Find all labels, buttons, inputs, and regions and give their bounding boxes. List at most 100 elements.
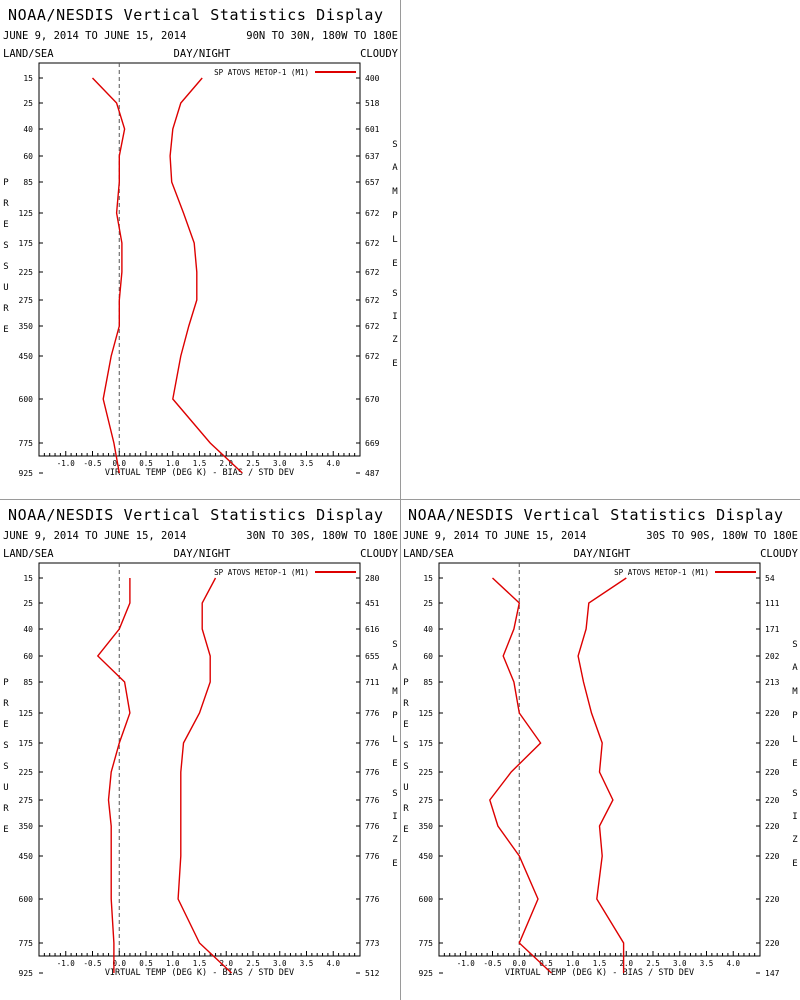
sample-size-label: 147 xyxy=(765,969,780,978)
sample-size-label: 171 xyxy=(765,625,780,634)
right-axis-label-letter: S xyxy=(792,640,797,650)
y-axis-label-letter: S xyxy=(3,241,8,251)
sample-size-label: 711 xyxy=(365,678,380,687)
right-axis-label-letter: E xyxy=(392,359,397,369)
pressure-tick-label: 275 xyxy=(419,796,434,805)
pressure-tick-label: 40 xyxy=(23,125,33,134)
pressure-tick-label: 350 xyxy=(19,322,34,331)
right-axis-label-letter: Z xyxy=(792,835,798,845)
right-axis-label-letter: E xyxy=(392,759,397,769)
x-tick-label: 3.5 xyxy=(700,959,714,968)
y-axis-label-letter: R xyxy=(403,699,409,709)
pressure-tick-label: 60 xyxy=(23,652,33,661)
day-night-label: DAY/NIGHT xyxy=(174,548,232,560)
right-axis-label-letter: A xyxy=(792,663,798,673)
sample-size-label: 400 xyxy=(365,74,380,83)
bias-line xyxy=(96,578,131,973)
pressure-tick-label: 450 xyxy=(19,352,34,361)
sample-size-label: 220 xyxy=(765,739,780,748)
date-range: JUNE 9, 2014 TO JUNE 15, 2014 xyxy=(403,530,586,542)
region-label: 30N TO 30S, 180W TO 180E xyxy=(246,530,398,542)
pressure-tick-label: 275 xyxy=(19,296,34,305)
x-tick-label: 1.5 xyxy=(193,459,207,468)
sample-size-label: 220 xyxy=(765,709,780,718)
pressure-tick-label: 600 xyxy=(419,895,434,904)
pressure-tick-label: 125 xyxy=(19,209,34,218)
right-axis-label-letter: M xyxy=(392,187,398,197)
pressure-tick-label: 350 xyxy=(419,822,434,831)
x-tick-label: -0.5 xyxy=(483,959,501,968)
y-axis-label-letter: S xyxy=(3,762,8,772)
cloudy-label: CLOUDY xyxy=(360,548,399,560)
pressure-tick-label: 350 xyxy=(19,822,34,831)
pressure-tick-label: 775 xyxy=(19,939,34,948)
sample-size-label: 672 xyxy=(365,209,380,218)
y-axis-label-letter: U xyxy=(3,283,8,293)
y-axis-label-letter: P xyxy=(403,678,409,688)
sample-size-label: 487 xyxy=(365,469,380,478)
pressure-tick-label: 125 xyxy=(419,709,434,718)
right-axis-label-letter: Z xyxy=(392,835,398,845)
right-axis-label-letter: L xyxy=(792,735,797,745)
x-tick-label: 0.5 xyxy=(139,459,153,468)
pressure-tick-label: 925 xyxy=(19,469,34,478)
legend-label: SP ATOVS METOP-1 (M1) xyxy=(214,68,309,77)
x-axis-label: VIRTUAL TEMP (DEG K) - BIAS / STD DEV xyxy=(505,968,694,978)
sample-size-label: 672 xyxy=(365,322,380,331)
sample-size-label: 220 xyxy=(765,768,780,777)
pressure-tick-label: 125 xyxy=(19,709,34,718)
pressure-tick-label: 775 xyxy=(419,939,434,948)
x-tick-label: -1.0 xyxy=(57,459,76,468)
sample-size-label: 776 xyxy=(365,768,380,777)
right-axis-label-letter: A xyxy=(392,663,398,673)
pressure-tick-label: 225 xyxy=(19,768,34,777)
right-axis-label-letter: S xyxy=(792,789,797,799)
right-axis-label-letter: S xyxy=(392,289,397,299)
right-axis-label-letter: P xyxy=(392,211,398,221)
day-night-label: DAY/NIGHT xyxy=(574,548,632,560)
plot-frame xyxy=(438,562,761,957)
sample-size-label: 773 xyxy=(365,939,380,948)
pressure-tick-label: 85 xyxy=(23,178,33,187)
sample-size-label: 672 xyxy=(365,296,380,305)
pressure-tick-label: 600 xyxy=(19,395,34,404)
sample-size-label: 220 xyxy=(765,796,780,805)
land-sea-label: LAND/SEA xyxy=(3,548,54,560)
sample-size-label: 776 xyxy=(365,796,380,805)
y-axis-label-letter: E xyxy=(3,220,8,230)
x-tick-label: 0.0 xyxy=(112,959,126,968)
pressure-tick-label: 225 xyxy=(419,768,434,777)
sample-size-label: 202 xyxy=(765,652,780,661)
y-axis-label-letter: P xyxy=(3,178,9,188)
right-axis-label-letter: I xyxy=(392,312,397,322)
pressure-tick-label: 25 xyxy=(23,599,33,608)
right-axis-label-letter: I xyxy=(392,812,397,822)
sample-size-label: 220 xyxy=(765,939,780,948)
pressure-tick-label: 225 xyxy=(19,268,34,277)
pressure-tick-label: 15 xyxy=(23,574,33,583)
x-tick-label: 2.5 xyxy=(246,959,260,968)
right-axis-label-letter: L xyxy=(392,235,397,245)
pressure-tick-label: 925 xyxy=(419,969,434,978)
y-axis-label-letter: R xyxy=(3,199,9,209)
chart-title: NOAA/NESDIS Vertical Statistics Display xyxy=(8,6,384,24)
y-axis-label-letter: R xyxy=(3,304,9,314)
x-tick-label: 4.0 xyxy=(326,959,340,968)
std-dev-line xyxy=(177,577,233,974)
right-axis-label-letter: E xyxy=(392,859,397,869)
y-axis-label-letter: R xyxy=(3,804,9,814)
sample-size-label: 518 xyxy=(365,99,380,108)
legend-label: SP ATOVS METOP-1 (M1) xyxy=(214,568,309,577)
x-tick-label: -0.5 xyxy=(83,959,101,968)
x-tick-label: 1.0 xyxy=(166,459,180,468)
sample-size-label: 220 xyxy=(765,822,780,831)
right-axis-label-letter: A xyxy=(392,163,398,173)
x-tick-label: 3.5 xyxy=(300,459,314,468)
x-tick-label: 2.5 xyxy=(646,959,660,968)
y-axis-label-letter: P xyxy=(3,678,9,688)
x-tick-label: 1.0 xyxy=(566,959,580,968)
y-axis-label-letter: E xyxy=(403,825,408,835)
sample-size-label: 670 xyxy=(365,395,380,404)
pressure-tick-label: 85 xyxy=(423,678,433,687)
